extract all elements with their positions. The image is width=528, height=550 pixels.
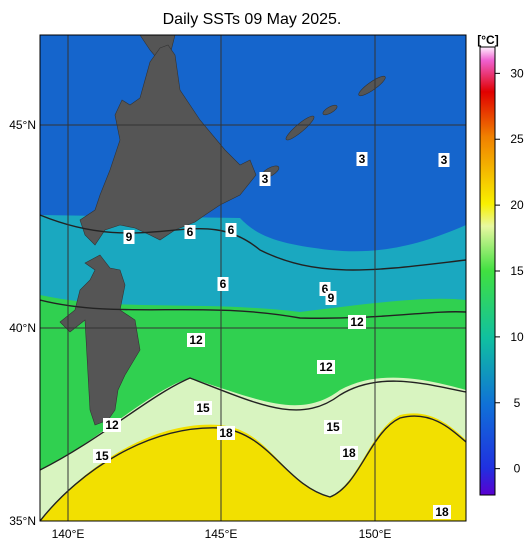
contour-label-box <box>348 315 366 329</box>
contour-label-box <box>93 449 111 463</box>
lon-label: 145°E <box>205 527 238 541</box>
land <box>59 35 386 426</box>
contour-label-box <box>217 277 229 291</box>
contour-label-box <box>259 172 271 186</box>
contour-label-box <box>184 225 196 239</box>
contour-label-box <box>317 360 335 374</box>
colorbar-tick-label: 25 <box>510 132 524 146</box>
contour-label: 6 <box>187 225 194 239</box>
contour-label: 6 <box>322 282 329 296</box>
sst-field <box>40 35 466 521</box>
contour-label: 18 <box>435 505 449 519</box>
contour-label: 3 <box>359 152 366 166</box>
contour-label: 12 <box>350 315 364 329</box>
map-frame <box>39 34 467 522</box>
contour-label: 18 <box>342 446 356 460</box>
lon-label: 150°E <box>359 527 392 541</box>
contour-label-box <box>356 152 368 166</box>
contour-label: 6 <box>228 223 235 237</box>
kuroshio-water <box>40 413 466 521</box>
colorbar-unit: [°C] <box>477 33 498 47</box>
lat-label: 35°N <box>9 514 36 528</box>
contour-label: 15 <box>95 449 109 463</box>
contour-label-box <box>438 153 450 167</box>
colorbar <box>479 46 496 496</box>
contour-label-box <box>340 446 358 460</box>
contour-label: 3 <box>441 153 448 167</box>
contour-label: 3 <box>262 172 269 186</box>
colorbar-tick-label: 15 <box>510 264 524 278</box>
contour-label-box <box>103 418 121 432</box>
colorbar-tick-label: 0 <box>514 462 521 476</box>
contour-label: 6 <box>220 277 227 291</box>
lat-label: 40°N <box>9 321 36 335</box>
contour-label-box <box>319 282 331 296</box>
lat-label: 45°N <box>9 118 36 132</box>
contour-label: 15 <box>326 420 340 434</box>
contour-label: 15 <box>196 401 210 415</box>
contour-label: 12 <box>319 360 333 374</box>
labels: 45°N 40°N 35°N 140°E 145°E 150°E 0 5 10 15 20 25 30 3… <box>9 66 524 541</box>
contour-label: 18 <box>219 426 233 440</box>
contour-label: 12 <box>189 333 203 347</box>
contour-label-box <box>217 426 235 440</box>
contour-label: 9 <box>126 230 133 244</box>
colorbar-tick-label: 10 <box>510 330 524 344</box>
map-title: Daily SSTs 09 May 2025. <box>163 11 342 28</box>
lon-label: 140°E <box>52 527 85 541</box>
colorbar-tick-label: 5 <box>514 396 521 410</box>
contour-label: 9 <box>328 291 335 305</box>
contour-label-box <box>194 401 212 415</box>
contour-label-box <box>225 223 237 237</box>
contour-label-box <box>433 505 451 519</box>
contour-label-box <box>324 420 342 434</box>
contour-label-box <box>325 291 337 305</box>
contour-label-box <box>187 333 205 347</box>
contour-label-box <box>123 230 135 244</box>
colorbar-tick-label: 20 <box>510 198 524 212</box>
colorbar-tick-label: 30 <box>510 66 524 80</box>
contour-label: 12 <box>105 418 119 432</box>
